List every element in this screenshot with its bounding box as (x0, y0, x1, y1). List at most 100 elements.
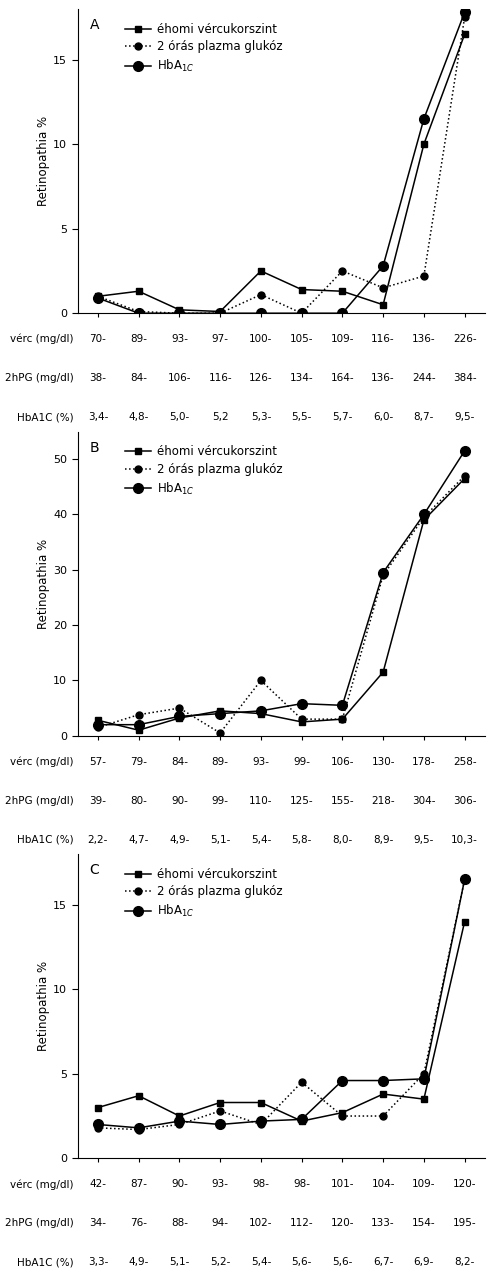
Text: 3,4-: 3,4- (88, 412, 108, 422)
Text: 6,9-: 6,9- (414, 1257, 434, 1268)
Text: 9,5-: 9,5- (454, 412, 475, 422)
Text: 5,4-: 5,4- (250, 835, 271, 844)
Text: 4,8-: 4,8- (128, 412, 149, 422)
Text: 4,9-: 4,9- (128, 1257, 149, 1268)
Y-axis label: Retinopathia %: Retinopathia % (38, 961, 51, 1051)
Text: 134-: 134- (290, 373, 314, 384)
Text: 110-: 110- (249, 795, 272, 806)
Text: 136-: 136- (372, 373, 395, 384)
Text: 258-: 258- (453, 757, 476, 767)
Text: 226-: 226- (453, 335, 476, 344)
Text: 5,5-: 5,5- (292, 412, 312, 422)
Text: 2hPG (mg/dl): 2hPG (mg/dl) (4, 795, 73, 806)
Text: 155-: 155- (330, 795, 354, 806)
Y-axis label: Retinopathia %: Retinopathia % (37, 539, 50, 629)
Text: 5,2: 5,2 (212, 412, 228, 422)
Text: 8,0-: 8,0- (332, 835, 352, 844)
Text: 99-: 99- (212, 795, 228, 806)
Text: B: B (90, 440, 100, 454)
Text: 5,3-: 5,3- (250, 412, 271, 422)
Text: 5,8-: 5,8- (292, 835, 312, 844)
Text: 79-: 79- (130, 757, 147, 767)
Text: 9,5-: 9,5- (414, 835, 434, 844)
Text: 100-: 100- (249, 335, 272, 344)
Text: 126-: 126- (249, 373, 272, 384)
Text: 97-: 97- (212, 335, 228, 344)
Text: 384-: 384- (453, 373, 476, 384)
Text: 6,0-: 6,0- (373, 412, 393, 422)
Text: 57-: 57- (90, 757, 106, 767)
Text: 10,3-: 10,3- (451, 835, 478, 844)
Text: 39-: 39- (90, 795, 106, 806)
Y-axis label: Retinopathia %: Retinopathia % (38, 115, 51, 207)
Text: 2,2-: 2,2- (88, 835, 108, 844)
Text: vérc (mg/dl): vérc (mg/dl) (10, 1179, 74, 1189)
Legend: éhomi vércukorszint, 2 órás plazma glukóz, HbA$_{1C}$: éhomi vércukorszint, 2 órás plazma glukó… (120, 863, 287, 924)
Text: 112-: 112- (290, 1219, 314, 1228)
Text: 109-: 109- (412, 1179, 436, 1189)
Text: 84-: 84- (171, 757, 188, 767)
Text: 98-: 98- (252, 1179, 270, 1189)
Text: 90-: 90- (171, 795, 188, 806)
Text: 4,9-: 4,9- (169, 835, 190, 844)
Text: 99-: 99- (293, 757, 310, 767)
Text: 5,1-: 5,1- (210, 835, 231, 844)
Legend: éhomi vércukorszint, 2 órás plazma glukóz, HbA$_{1C}$: éhomi vércukorszint, 2 órás plazma glukó… (120, 18, 287, 80)
Text: 154-: 154- (412, 1219, 436, 1228)
Text: 90-: 90- (171, 1179, 188, 1189)
Text: 101-: 101- (330, 1179, 354, 1189)
Text: 105-: 105- (290, 335, 314, 344)
Text: 116-: 116- (208, 373, 232, 384)
Text: 93-: 93- (212, 1179, 228, 1189)
Text: vérc (mg/dl): vérc (mg/dl) (10, 757, 74, 767)
Text: 136-: 136- (412, 335, 436, 344)
Text: 5,6-: 5,6- (292, 1257, 312, 1268)
Text: 116-: 116- (372, 335, 395, 344)
Text: 304-: 304- (412, 795, 436, 806)
Text: 5,2-: 5,2- (210, 1257, 231, 1268)
Text: 88-: 88- (171, 1219, 188, 1228)
Text: 80-: 80- (130, 795, 147, 806)
Text: 130-: 130- (372, 757, 395, 767)
Text: 5,1-: 5,1- (169, 1257, 190, 1268)
Text: 133-: 133- (372, 1219, 395, 1228)
Text: 5,4-: 5,4- (250, 1257, 271, 1268)
Text: 94-: 94- (212, 1219, 228, 1228)
Text: 306-: 306- (453, 795, 476, 806)
Text: 89-: 89- (212, 757, 228, 767)
Text: 98-: 98- (293, 1179, 310, 1189)
Legend: éhomi vércukorszint, 2 órás plazma glukóz, HbA$_{1C}$: éhomi vércukorszint, 2 órás plazma glukó… (120, 440, 287, 502)
Text: 93-: 93- (171, 335, 188, 344)
Text: HbA1C (%): HbA1C (%) (17, 412, 74, 422)
Text: 164-: 164- (330, 373, 354, 384)
Text: A: A (90, 18, 99, 32)
Text: 125-: 125- (290, 795, 314, 806)
Text: 5,7-: 5,7- (332, 412, 352, 422)
Text: 8,9-: 8,9- (373, 835, 394, 844)
Text: C: C (90, 863, 100, 878)
Text: 8,2-: 8,2- (454, 1257, 475, 1268)
Text: 87-: 87- (130, 1179, 147, 1189)
Text: HbA1C (%): HbA1C (%) (17, 835, 74, 844)
Text: 93-: 93- (252, 757, 270, 767)
Text: 106-: 106- (330, 757, 354, 767)
Text: 34-: 34- (90, 1219, 106, 1228)
Text: 106-: 106- (168, 373, 191, 384)
Text: 3,3-: 3,3- (88, 1257, 108, 1268)
Text: 6,7-: 6,7- (373, 1257, 394, 1268)
Text: 244-: 244- (412, 373, 436, 384)
Text: 102-: 102- (249, 1219, 272, 1228)
Text: vérc (mg/dl): vérc (mg/dl) (10, 334, 74, 344)
Text: 104-: 104- (372, 1179, 395, 1189)
Text: 76-: 76- (130, 1219, 147, 1228)
Text: 218-: 218- (372, 795, 395, 806)
Text: 89-: 89- (130, 335, 147, 344)
Text: 195-: 195- (453, 1219, 476, 1228)
Text: 84-: 84- (130, 373, 147, 384)
Text: 4,7-: 4,7- (128, 835, 149, 844)
Text: HbA1C (%): HbA1C (%) (17, 1257, 74, 1268)
Text: 5,6-: 5,6- (332, 1257, 352, 1268)
Text: 5,0-: 5,0- (169, 412, 190, 422)
Text: 38-: 38- (90, 373, 106, 384)
Text: 70-: 70- (90, 335, 106, 344)
